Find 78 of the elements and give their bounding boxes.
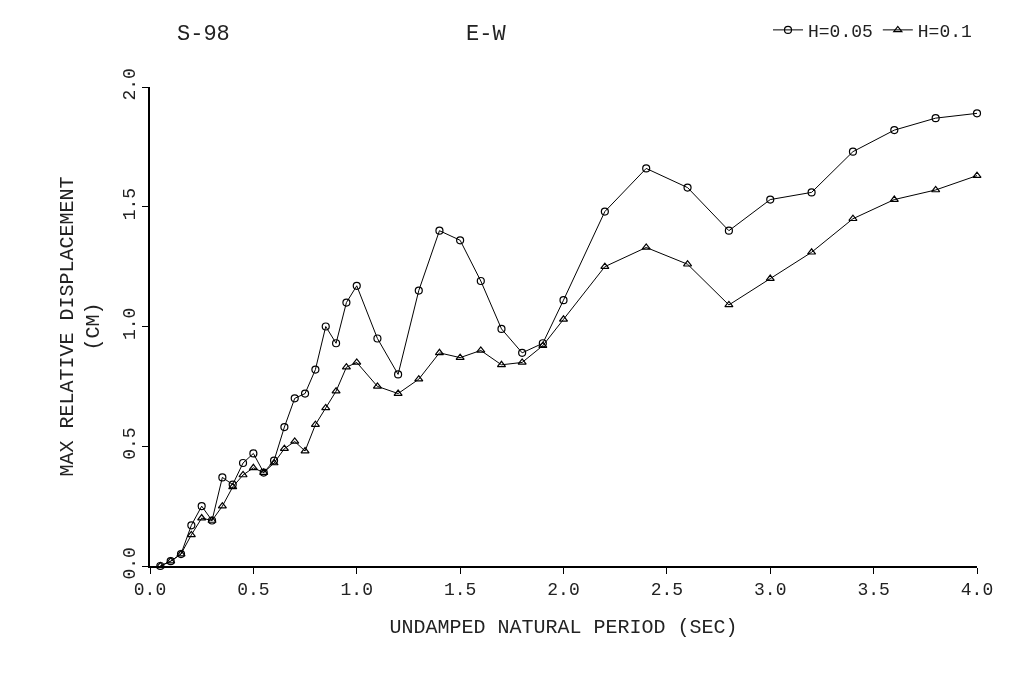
point	[724, 300, 734, 308]
point	[342, 298, 351, 307]
point	[518, 348, 527, 357]
point	[683, 183, 692, 192]
point	[197, 514, 207, 521]
point	[414, 286, 423, 295]
point	[352, 358, 362, 365]
x-tick-label: 4.0	[960, 580, 994, 601]
y-tick-label: 0.5	[120, 427, 141, 460]
y-tick-label: 0.0	[120, 547, 141, 580]
point	[848, 214, 858, 222]
point	[931, 114, 940, 123]
chart-title: S-98	[177, 22, 230, 47]
point	[765, 274, 775, 281]
point	[394, 370, 403, 379]
point	[238, 470, 248, 478]
legend-label: H=0.05	[808, 21, 873, 42]
point	[238, 458, 248, 468]
point	[321, 403, 331, 411]
point	[393, 389, 403, 396]
point	[972, 171, 982, 178]
point	[186, 530, 196, 538]
x-tick-label: 0.0	[133, 580, 167, 601]
point	[600, 207, 609, 216]
point	[434, 348, 445, 356]
point	[807, 188, 816, 197]
point	[476, 346, 486, 353]
x-tick-label: 2.5	[650, 580, 684, 601]
point	[496, 360, 507, 368]
point	[889, 195, 899, 202]
x-tick-label: 0.5	[237, 580, 270, 601]
point	[517, 358, 527, 365]
point	[331, 387, 341, 394]
point	[766, 195, 775, 204]
point	[331, 339, 341, 348]
point	[848, 147, 858, 156]
point	[310, 420, 321, 428]
point	[300, 446, 310, 454]
point	[311, 365, 320, 374]
point	[456, 236, 465, 245]
x-axis-title: UNDAMPED NATURAL PERIOD (SEC)	[389, 616, 738, 640]
point	[373, 334, 382, 343]
point	[321, 322, 330, 331]
point	[197, 502, 206, 511]
y-tick-label: 2.0	[120, 68, 141, 101]
y-tick-label: 1.5	[120, 187, 141, 221]
chart-subtitle: E-W	[466, 22, 507, 47]
point	[972, 109, 982, 118]
point	[600, 262, 610, 269]
legend-label: H=0.1	[917, 21, 972, 42]
point	[187, 521, 196, 530]
x-tick-label: 1.0	[340, 580, 373, 601]
point	[724, 226, 733, 235]
point	[890, 126, 899, 135]
point	[559, 296, 568, 305]
x-tick-label: 2.0	[547, 580, 580, 601]
point	[290, 437, 300, 444]
x-tick-label: 3.5	[857, 580, 890, 601]
point	[497, 324, 506, 333]
point	[414, 375, 424, 382]
point	[248, 463, 259, 471]
point	[435, 226, 444, 235]
y-tick-label: 1.0	[120, 307, 141, 340]
point	[352, 281, 361, 290]
point	[300, 389, 310, 398]
point	[218, 473, 227, 482]
point	[290, 394, 299, 403]
point	[249, 449, 258, 458]
point	[641, 243, 651, 250]
x-tick-label: 3.0	[754, 580, 787, 601]
point	[455, 353, 465, 360]
y-axis-title: MAX RELATIVE DISPLACEMENT (CM)	[56, 176, 106, 477]
point	[931, 185, 941, 193]
point	[642, 164, 651, 173]
point	[217, 502, 227, 509]
point	[476, 276, 485, 286]
x-tick-label: 1.5	[443, 580, 477, 601]
point	[280, 422, 289, 432]
